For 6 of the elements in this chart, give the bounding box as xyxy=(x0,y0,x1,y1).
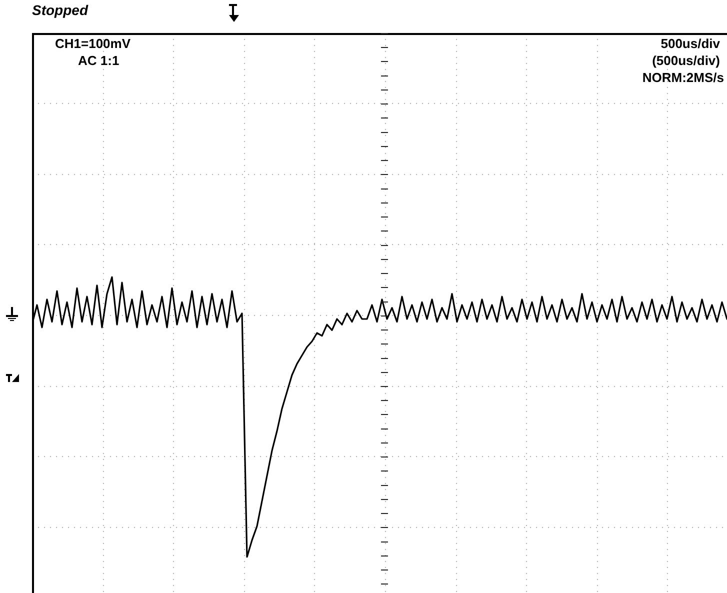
chart-title: Stopped xyxy=(32,2,88,18)
text: CH1=100mV xyxy=(55,36,131,51)
text: NORM:2MS/s xyxy=(642,70,724,85)
text: AC 1:1 xyxy=(78,53,120,68)
text: (500us/div) xyxy=(652,53,720,68)
text: 500us/div xyxy=(660,36,720,51)
